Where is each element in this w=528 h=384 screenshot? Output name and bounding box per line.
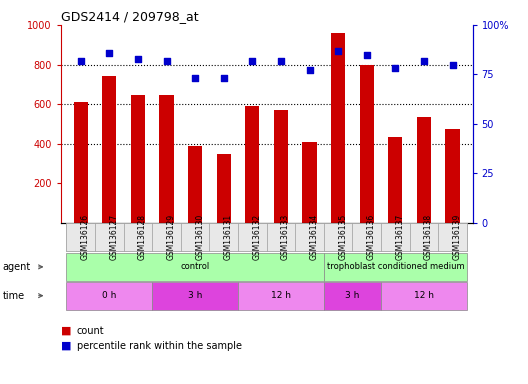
Bar: [131, 94, 145, 223]
Text: GDS2414 / 209798_at: GDS2414 / 209798_at: [61, 10, 199, 23]
Text: count: count: [77, 326, 104, 336]
Text: GSM136132: GSM136132: [252, 214, 261, 260]
Bar: [102, 76, 117, 223]
Point: [363, 51, 371, 58]
Text: GSM136137: GSM136137: [395, 214, 404, 260]
Bar: [188, 146, 202, 223]
Text: GSM136131: GSM136131: [224, 214, 233, 260]
Text: percentile rank within the sample: percentile rank within the sample: [77, 341, 242, 351]
Bar: [73, 102, 88, 223]
Text: ■: ■: [61, 326, 71, 336]
Bar: [446, 129, 460, 223]
Text: agent: agent: [3, 262, 31, 272]
Point: [77, 58, 85, 64]
Text: 0 h: 0 h: [102, 291, 117, 300]
Text: 12 h: 12 h: [271, 291, 291, 300]
Text: GSM136133: GSM136133: [281, 214, 290, 260]
Point: [334, 48, 342, 54]
Bar: [388, 137, 402, 223]
Point: [277, 58, 285, 64]
Point: [248, 58, 257, 64]
Point: [305, 67, 314, 73]
Text: trophoblast conditioned medium: trophoblast conditioned medium: [326, 262, 464, 271]
Text: GSM136136: GSM136136: [367, 214, 376, 260]
Bar: [274, 110, 288, 223]
Point: [391, 65, 400, 71]
Point: [191, 75, 200, 81]
Bar: [331, 33, 345, 223]
Text: 3 h: 3 h: [188, 291, 202, 300]
Text: GSM136128: GSM136128: [138, 214, 147, 260]
Text: GSM136139: GSM136139: [452, 214, 461, 260]
Text: GSM136134: GSM136134: [309, 214, 318, 260]
Bar: [303, 142, 317, 223]
Bar: [360, 65, 374, 223]
Text: GSM136129: GSM136129: [166, 214, 175, 260]
Text: GSM136135: GSM136135: [338, 214, 347, 260]
Text: GSM136126: GSM136126: [81, 214, 90, 260]
Text: time: time: [3, 291, 25, 301]
Text: GSM136130: GSM136130: [195, 214, 204, 260]
Text: 3 h: 3 h: [345, 291, 360, 300]
Text: control: control: [181, 262, 210, 271]
Point: [420, 58, 428, 64]
Bar: [216, 154, 231, 223]
Text: GSM136127: GSM136127: [109, 214, 118, 260]
Bar: [159, 94, 174, 223]
Text: GSM136138: GSM136138: [424, 214, 433, 260]
Point: [105, 50, 114, 56]
Bar: [417, 117, 431, 223]
Text: ■: ■: [61, 341, 71, 351]
Point: [162, 58, 171, 64]
Point: [134, 56, 142, 62]
Point: [448, 61, 457, 68]
Point: [220, 75, 228, 81]
Bar: [245, 106, 259, 223]
Text: 12 h: 12 h: [414, 291, 434, 300]
